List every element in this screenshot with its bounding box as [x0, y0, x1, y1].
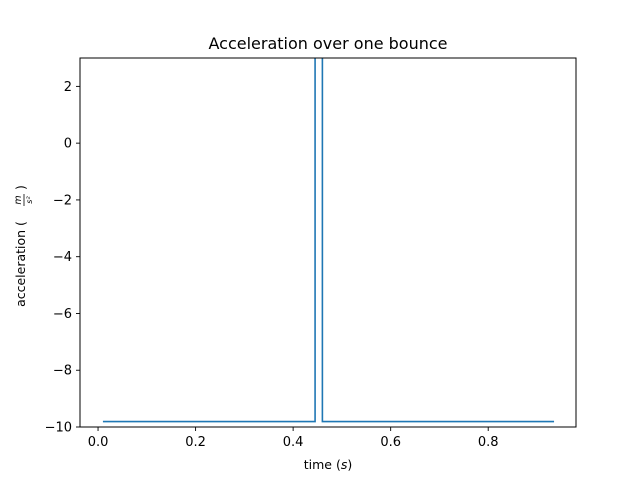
x-tick-label: 0.2 [185, 435, 206, 450]
y-tick-label: −8 [53, 364, 72, 379]
y-tick-label: −2 [53, 193, 72, 208]
y-axis: 2 0 −2 −4 −6 −8 −10 [45, 80, 80, 436]
x-tick-label: 0.8 [478, 435, 499, 450]
x-tick-label: 0.6 [380, 435, 401, 450]
y-axis-label-close: ) [13, 185, 28, 190]
acceleration-series-line [102, 58, 555, 423]
x-axis-label: time (s) [304, 457, 353, 472]
y-tick-label: 2 [64, 80, 72, 95]
x-axis: 0.0 0.2 0.4 0.6 0.8 [88, 427, 499, 450]
x-axis-label-close: ) [347, 457, 352, 472]
y-tick-label: −6 [53, 307, 72, 322]
y-axis-label: acceleration ( m s² ) [13, 185, 34, 307]
x-axis-label-text: time ( [304, 457, 341, 472]
y-axis-label-unit-numerator: m [13, 195, 24, 204]
y-axis-label-text: acceleration ( [13, 221, 28, 307]
x-tick-label: 0.4 [283, 435, 304, 450]
series-layer [102, 58, 555, 423]
plot-frame [79, 57, 577, 428]
chart-title: Acceleration over one bounce [209, 34, 448, 53]
x-axis-label-unit: s [341, 457, 348, 472]
y-tick-label: −4 [53, 250, 72, 265]
x-tick-label: 0.0 [88, 435, 109, 450]
y-tick-label: 0 [64, 137, 72, 152]
y-tick-label: −10 [45, 421, 72, 436]
y-axis-label-unit-denominator: s² [25, 196, 34, 204]
